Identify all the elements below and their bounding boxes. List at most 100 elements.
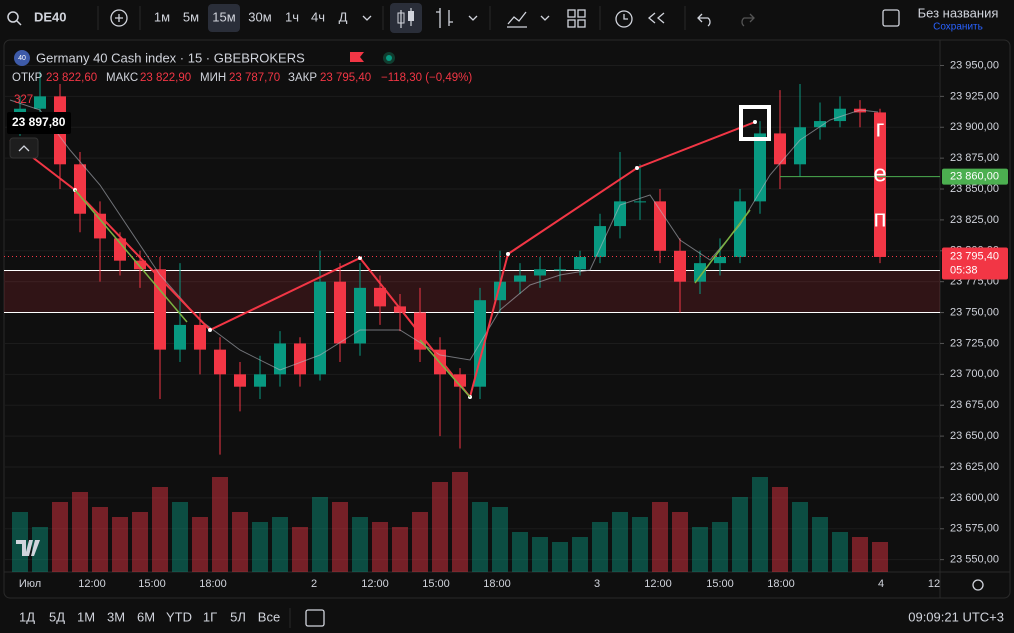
status-dot-inner: [386, 55, 392, 61]
layout-name[interactable]: Без названия: [918, 5, 999, 20]
volume-bar: [412, 512, 428, 572]
box-drawing[interactable]: [739, 105, 771, 141]
collapse-icon: [18, 145, 30, 152]
candle-body: [594, 226, 606, 257]
candle-body: [114, 238, 126, 261]
range-button[interactable]: Все: [258, 609, 280, 624]
range-button[interactable]: 1Г: [203, 609, 217, 624]
zone: [4, 270, 940, 314]
layouts-icon[interactable]: [567, 9, 586, 28]
countdown: 05:38: [950, 264, 978, 276]
volume-bar: [792, 502, 808, 572]
toolbar: DE40 1м 5м 15м 30м 1ч 4ч Д Без названия Сохран…: [7, 3, 999, 33]
range-button[interactable]: 5Л: [230, 609, 246, 624]
save-link[interactable]: Сохранить: [933, 22, 983, 33]
y-tick-label: 23 925,00: [950, 90, 999, 102]
volume-bar: [512, 532, 528, 572]
high-label: МАКС: [106, 72, 138, 84]
replay-icon[interactable]: [623, 12, 665, 24]
volume-bar: [132, 512, 148, 572]
candle-body: [714, 256, 726, 264]
symbol-badge: [14, 50, 30, 66]
level-tag: [942, 168, 1008, 185]
candle-body: [534, 269, 546, 276]
interval[interactable]: Д: [339, 9, 348, 24]
candle-body: [514, 275, 526, 282]
change-value: −118,30 (−0,49%): [381, 72, 472, 84]
candle-body: [274, 343, 286, 375]
y-tick-label: 23 900,00: [950, 121, 999, 133]
x-tick-label: 2: [311, 578, 317, 590]
chevron[interactable]: [468, 15, 478, 21]
volume-bar: [352, 517, 368, 572]
interval[interactable]: 1м: [154, 9, 170, 24]
indicators-icon[interactable]: [507, 11, 527, 28]
volume-bar: [592, 522, 608, 572]
candle-body: [674, 250, 686, 282]
volume-bar: [852, 537, 868, 572]
volume-bar: [692, 527, 708, 572]
range-button[interactable]: 6М: [137, 609, 155, 624]
volume-bar: [92, 507, 108, 572]
low-value: 23 787,70: [229, 72, 280, 84]
volume-bar: [752, 477, 768, 572]
volume-bar: [712, 522, 728, 572]
interval[interactable]: 1ч: [285, 9, 299, 24]
candle-body: [174, 324, 186, 350]
x-tick-label: 12: [928, 578, 940, 590]
price-marker-text: 23 897,80: [12, 115, 66, 129]
price-marker: [7, 112, 71, 134]
layout-icon[interactable]: [882, 9, 900, 27]
flag-icon[interactable]: [350, 52, 364, 62]
range-button[interactable]: 3М: [107, 609, 125, 624]
volume-bar: [72, 492, 88, 572]
volume-bar: [192, 517, 208, 572]
interval[interactable]: 4ч: [311, 9, 325, 24]
interval[interactable]: 15м: [212, 9, 235, 24]
candle-body: [774, 133, 786, 165]
trend-lines[interactable]: [74, 189, 751, 398]
volume-bar: [552, 542, 568, 572]
candle-type-button[interactable]: [390, 3, 422, 33]
range-button[interactable]: 1Д: [19, 609, 35, 624]
candle-body: [654, 201, 666, 251]
volume-bar: [632, 517, 648, 572]
chevron[interactable]: [540, 15, 550, 21]
bars-icon[interactable]: [436, 8, 453, 28]
zigzag-drawing[interactable]: [9, 121, 756, 400]
symbol-badge-text: 40: [18, 55, 26, 62]
open-label: ОТКР: [12, 72, 43, 84]
volume-bar: [112, 517, 128, 572]
symbol[interactable]: DE40: [34, 9, 67, 24]
x-tick-label: 4: [878, 578, 884, 590]
last-price-tag: [942, 247, 1008, 280]
range-button[interactable]: 1М: [77, 609, 95, 624]
undo-icon[interactable]: [697, 13, 711, 27]
search-icon-handle: [16, 20, 22, 26]
volume: [12, 472, 888, 572]
y-tick-label: 23 575,00: [950, 523, 999, 535]
redo-icon[interactable]: [741, 13, 755, 27]
collapse-button[interactable]: [9, 137, 39, 159]
x-tick-label: 12:00: [644, 578, 672, 590]
candle-body: [374, 287, 386, 307]
search-icon[interactable]: [7, 11, 19, 23]
volume-bar: [32, 527, 48, 572]
compare-button[interactable]: [110, 9, 128, 27]
volume-bar: [172, 502, 188, 572]
plus-icon: [115, 14, 123, 22]
interval[interactable]: 5м: [183, 9, 199, 24]
range-button[interactable]: 5Д: [49, 609, 65, 624]
chevron[interactable]: [362, 15, 372, 21]
x-tick-label: 18:00: [483, 578, 511, 590]
settings-icon[interactable]: [972, 579, 984, 591]
candle-body: [614, 201, 626, 227]
range-button[interactable]: YTD: [166, 609, 192, 624]
goto-date-icon[interactable]: [305, 609, 325, 627]
alert-icon[interactable]: [615, 10, 633, 28]
range-bar: 1Д 5Д 1М 3М 6М YTD 1Г 5Л Все: [19, 609, 280, 624]
volume-bar: [492, 507, 508, 572]
interval[interactable]: 30м: [248, 9, 271, 24]
levels: 23 860,00 23 795,40 05:38: [4, 168, 1008, 280]
